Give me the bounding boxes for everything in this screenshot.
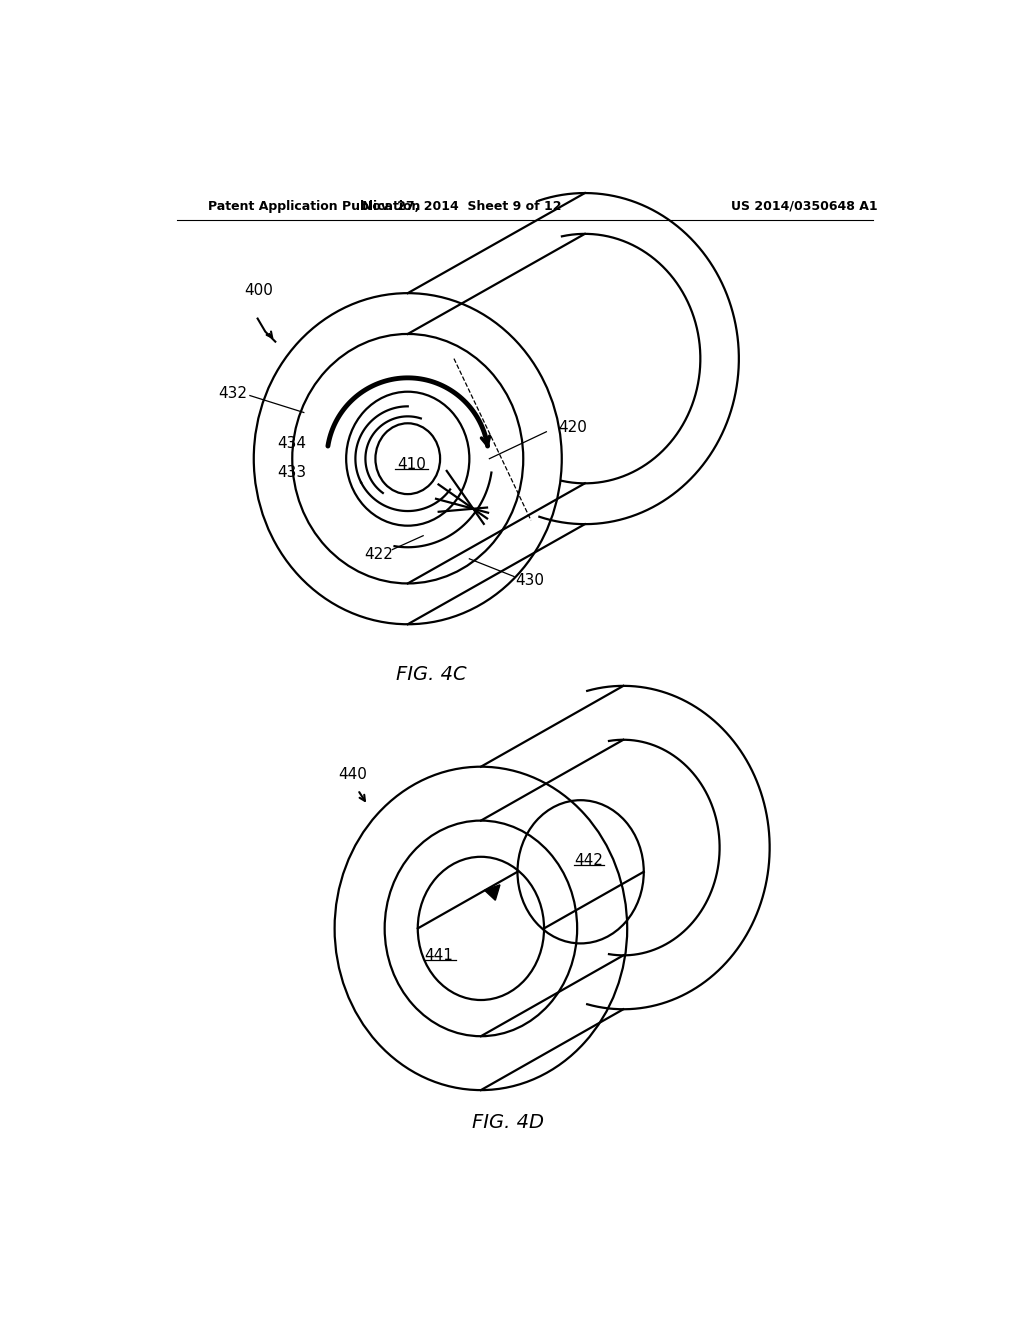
Text: 433: 433 <box>278 465 306 480</box>
Polygon shape <box>484 884 500 900</box>
Text: 400: 400 <box>245 284 273 298</box>
Text: 441: 441 <box>424 948 453 962</box>
Text: 442: 442 <box>573 853 603 867</box>
Text: 422: 422 <box>365 548 393 562</box>
Text: 420: 420 <box>558 420 587 436</box>
Text: US 2014/0350648 A1: US 2014/0350648 A1 <box>731 199 878 213</box>
Text: 430: 430 <box>515 573 545 587</box>
Text: 440: 440 <box>339 767 368 781</box>
Text: Patent Application Publication: Patent Application Publication <box>208 199 420 213</box>
Text: 410: 410 <box>397 457 426 473</box>
Text: FIG. 4D: FIG. 4D <box>472 1113 544 1133</box>
Text: 432: 432 <box>218 385 248 401</box>
Text: Nov. 27, 2014  Sheet 9 of 12: Nov. 27, 2014 Sheet 9 of 12 <box>361 199 561 213</box>
Text: 434: 434 <box>278 436 306 451</box>
Text: FIG. 4C: FIG. 4C <box>395 665 466 684</box>
